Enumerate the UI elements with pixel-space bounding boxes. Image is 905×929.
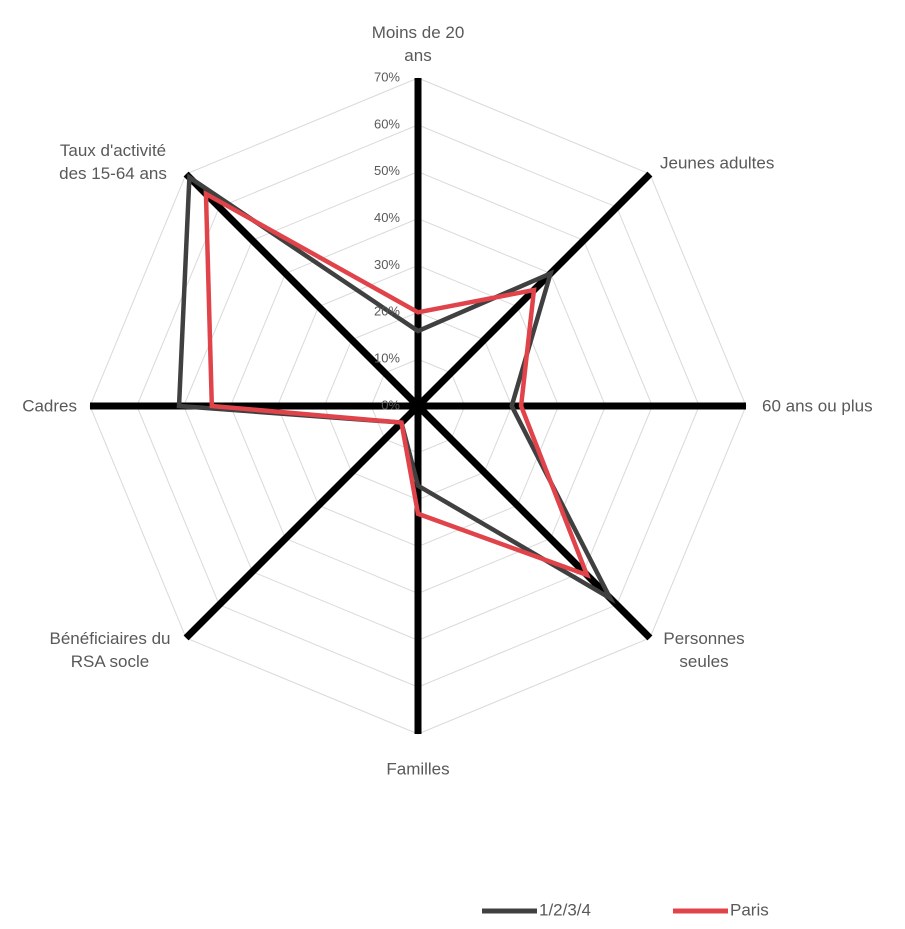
axis-spoke [183,171,421,409]
y-tick-label: 60% [374,116,400,131]
series-line [203,190,591,579]
y-tick-label: 20% [374,304,400,319]
series-line [176,173,616,605]
category-label: Moins de 20 ans [371,23,465,65]
category-label: Jeunes adultes [660,153,775,173]
category-label: Taux d'activité des 15-64 ans [59,141,167,183]
y-tick-label: 30% [374,257,400,272]
y-tick-label: 40% [374,210,400,225]
y-tick-label: 0% [381,397,400,412]
legend-label: Paris [730,900,769,919]
legend-label: 1/2/3/4 [539,900,591,919]
category-label: Cadres [22,396,77,416]
category-label: Familles [386,759,450,779]
category-label: 60 ans ou plus [762,396,873,416]
axis-spoke [183,403,421,641]
y-tick-label: 50% [374,163,400,178]
y-tick-label: 70% [374,69,400,84]
category-label: Bénéficiaires du RSA socle [49,629,171,671]
y-tick-label: 10% [374,351,400,366]
category-label: Personnes seules [663,629,745,671]
